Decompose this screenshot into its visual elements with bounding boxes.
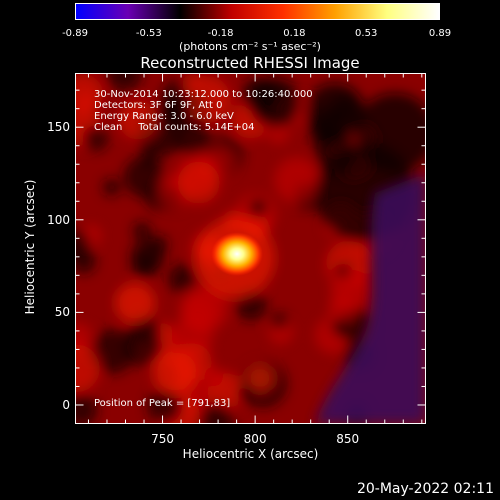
texture-blob <box>153 351 197 395</box>
colorbar-gradient <box>75 3 440 20</box>
colorbar-tick-label: 0.53 <box>355 28 378 39</box>
colorbar-tick-label: 0.89 <box>428 28 452 39</box>
texture-blob <box>274 157 320 203</box>
texture-blob <box>75 228 91 260</box>
texture-blob <box>160 99 187 126</box>
texture-blob <box>248 198 268 218</box>
texture-blob <box>102 178 121 197</box>
texture-blob <box>177 161 220 204</box>
texture-blob <box>196 402 234 424</box>
annotation-energy: Energy Range: 3.0 - 6.0 keV <box>94 111 234 122</box>
tick-marks <box>75 73 426 424</box>
texture-blob <box>106 73 143 92</box>
texture-blob <box>271 313 288 330</box>
y-axis-label: Heliocentric Y (arcsec) <box>23 179 37 315</box>
heatmap-image <box>75 73 426 424</box>
y-tick-label: 50 <box>54 305 70 320</box>
texture-blob <box>75 393 98 424</box>
colorbar-tick-label: -0.89 <box>62 28 88 39</box>
texture-blob <box>90 329 135 374</box>
texture-blob <box>181 284 229 332</box>
annotation-detectors: Detectors: 3F 6F 9F, Att 0 <box>94 100 223 111</box>
colorbar-tick-label: -0.18 <box>207 28 234 39</box>
texture-blob <box>147 388 183 424</box>
texture-blob <box>181 74 203 95</box>
date-stamp: 20-May-2022 02:11 <box>356 481 494 497</box>
texture-blob <box>140 149 159 168</box>
texture-blob <box>250 78 300 128</box>
x-axis-label: Heliocentric X (arcsec) <box>182 447 319 461</box>
y-tick-label: 0 <box>62 397 70 412</box>
annotation-clean: Clean Total counts: 5.14E+04 <box>94 122 255 133</box>
texture-blob <box>115 283 155 323</box>
colorbar-tick-label: -0.53 <box>135 28 162 39</box>
texture-blob <box>130 239 165 274</box>
x-tick-label: 850 <box>336 432 360 446</box>
texture-blob <box>123 327 162 366</box>
chart-title: Reconstructed RHESSI Image <box>140 54 360 72</box>
texture-blob <box>132 221 152 241</box>
annotation-time-range: 30-Nov-2014 10:23:12.000 to 10:26:40.000 <box>94 89 313 100</box>
texture-blob <box>173 119 211 157</box>
y-tick-label: 150 <box>47 120 70 135</box>
plot-area: 30-Nov-2014 10:23:12.000 to 10:26:40.000… <box>75 73 426 424</box>
texture-blob <box>246 364 274 392</box>
texture-blob <box>355 93 426 173</box>
y-tick-label: 100 <box>47 212 70 227</box>
texture-blob <box>328 295 356 323</box>
x-tick-label: 800 <box>243 432 267 446</box>
texture-blob <box>75 344 100 393</box>
colorbar-units: (photons cm⁻² s⁻¹ asec⁻²) <box>179 40 321 53</box>
colorbar-tick-label: 0.18 <box>283 28 306 39</box>
texture-blob <box>167 263 198 294</box>
texture-blob <box>75 74 104 115</box>
annotation-peak-position: Position of Peak = [791,83] <box>94 398 231 409</box>
texture-blob <box>237 385 255 402</box>
texture-blob <box>305 83 365 143</box>
texture-blob <box>82 125 109 152</box>
x-tick-label: 750 <box>151 432 174 446</box>
plot-frame <box>75 73 426 424</box>
texture-blob <box>203 367 223 387</box>
texture-blob <box>118 100 158 140</box>
